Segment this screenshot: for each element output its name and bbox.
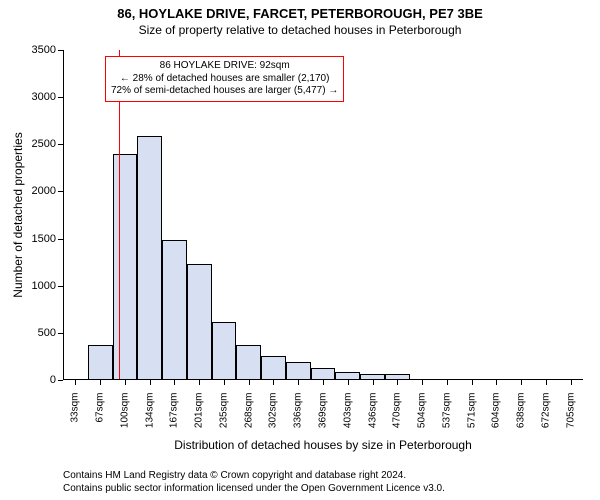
x-tick-label: 336sqm [293, 393, 304, 429]
x-tick-label: 369sqm [318, 393, 329, 429]
x-axis-line [63, 379, 583, 380]
x-tick [150, 380, 151, 385]
footnote-line-1: Contains HM Land Registry data © Crown c… [63, 470, 445, 483]
x-tick [571, 380, 572, 385]
y-tick-label: 3000 [32, 91, 63, 103]
x-tick-label: 33sqm [70, 393, 81, 423]
x-tick-label: 403sqm [342, 393, 353, 429]
y-tick-label: 2500 [32, 138, 63, 150]
x-tick [199, 380, 200, 385]
annotation-box: 86 HOYLAKE DRIVE: 92sqm ← 28% of detache… [105, 56, 344, 102]
annotation-line-1: 86 HOYLAKE DRIVE: 92sqm [111, 60, 338, 73]
histogram-bar [88, 345, 113, 380]
chart-title: 86, HOYLAKE DRIVE, FARCET, PETERBOROUGH,… [0, 0, 600, 21]
x-tick-label: 201sqm [194, 393, 205, 429]
x-tick-label: 537sqm [441, 393, 452, 429]
x-tick [323, 380, 324, 385]
x-tick-label: 100sqm [119, 393, 130, 429]
histogram-bar [113, 154, 138, 380]
x-tick-label: 504sqm [417, 393, 428, 429]
x-tick [249, 380, 250, 385]
x-tick-label: 302sqm [268, 393, 279, 429]
x-tick [224, 380, 225, 385]
x-tick [100, 380, 101, 385]
y-axis-line [63, 50, 64, 380]
histogram-bar [162, 240, 187, 380]
y-tick-label: 3500 [32, 44, 63, 56]
y-tick-label: 500 [38, 327, 63, 339]
y-axis-label: Number of detached properties [11, 132, 25, 297]
annotation-line-3: 72% of semi-detached houses are larger (… [111, 85, 338, 98]
footnote: Contains HM Land Registry data © Crown c… [63, 470, 445, 495]
x-tick [373, 380, 374, 385]
x-tick [298, 380, 299, 385]
x-tick [496, 380, 497, 385]
histogram-bar [286, 362, 311, 380]
x-tick [125, 380, 126, 385]
x-tick [546, 380, 547, 385]
x-tick-label: 705sqm [565, 393, 576, 429]
x-tick-label: 167sqm [169, 393, 180, 429]
x-tick [273, 380, 274, 385]
x-tick [521, 380, 522, 385]
x-tick-label: 235sqm [218, 393, 229, 429]
x-tick-label: 134sqm [144, 393, 155, 429]
x-axis-label: Distribution of detached houses by size … [174, 438, 472, 452]
x-tick [348, 380, 349, 385]
x-tick-label: 436sqm [367, 393, 378, 429]
y-tick-label: 0 [50, 374, 63, 386]
x-tick [472, 380, 473, 385]
x-tick-label: 604sqm [491, 393, 502, 429]
x-tick-label: 672sqm [540, 393, 551, 429]
histogram-bar [137, 136, 162, 380]
footnote-line-2: Contains public sector information licen… [63, 483, 445, 496]
x-tick [397, 380, 398, 385]
x-tick [422, 380, 423, 385]
x-tick-label: 638sqm [516, 393, 527, 429]
x-tick-label: 470sqm [392, 393, 403, 429]
x-tick [174, 380, 175, 385]
chart-subtitle: Size of property relative to detached ho… [0, 21, 600, 37]
x-tick-label: 268sqm [243, 393, 254, 429]
histogram-bar [212, 322, 237, 380]
y-tick-label: 2000 [32, 185, 63, 197]
x-tick-label: 67sqm [95, 393, 106, 423]
y-tick-label: 1500 [32, 233, 63, 245]
histogram-bar [261, 356, 286, 380]
histogram-bar [236, 345, 261, 380]
chart-container: 86, HOYLAKE DRIVE, FARCET, PETERBOROUGH,… [0, 0, 600, 500]
histogram-bar [187, 264, 212, 380]
x-tick [75, 380, 76, 385]
x-tick [447, 380, 448, 385]
x-tick-label: 571sqm [466, 393, 477, 429]
annotation-line-2: ← 28% of detached houses are smaller (2,… [111, 73, 338, 86]
y-tick-label: 1000 [32, 280, 63, 292]
